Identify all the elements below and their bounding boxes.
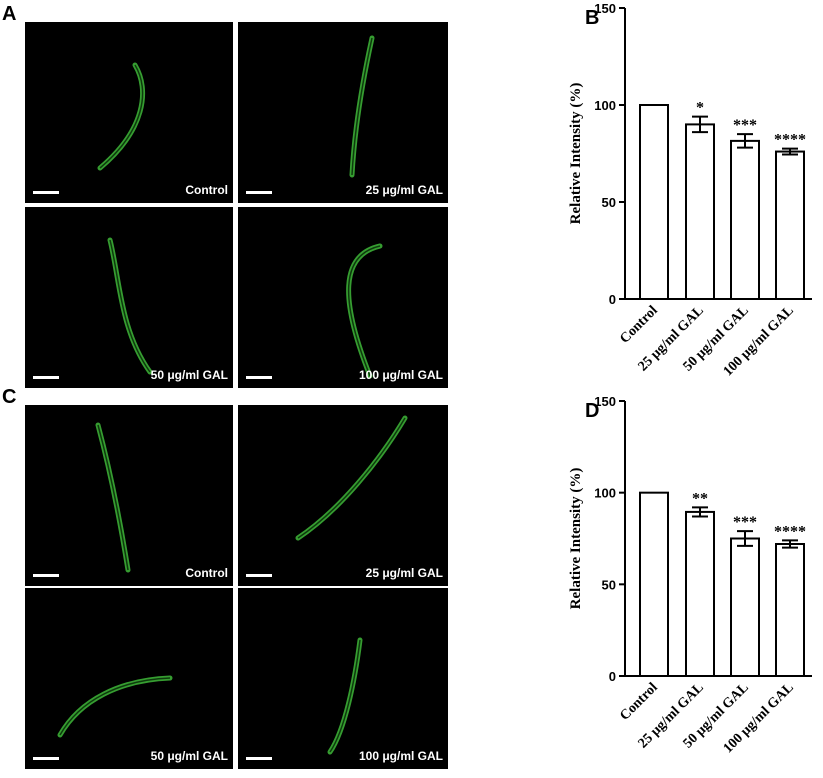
error-bar xyxy=(782,147,798,156)
bar xyxy=(730,139,760,300)
bar xyxy=(730,537,760,677)
worm-core xyxy=(59,677,171,736)
error-bar xyxy=(692,506,708,518)
significance: **** xyxy=(774,132,806,149)
scale-bar xyxy=(33,376,59,379)
scale-bar xyxy=(33,191,59,194)
scale-bar xyxy=(246,376,272,379)
y-tick-label: 150 xyxy=(594,394,616,409)
y-tick-label: 0 xyxy=(609,669,616,684)
bar xyxy=(685,510,715,677)
worm-core xyxy=(329,639,361,753)
bar xyxy=(775,543,805,677)
image-caption: 50 μg/ml GAL xyxy=(151,749,228,763)
y-tick-label: 100 xyxy=(594,486,616,501)
panel-label: C xyxy=(2,386,16,408)
image-caption: 25 μg/ml GAL xyxy=(366,566,443,580)
significance: ** xyxy=(692,490,708,507)
image-caption: 100 μg/ml GAL xyxy=(359,749,443,763)
worm-core xyxy=(297,417,406,539)
bar xyxy=(685,123,715,301)
worm-core xyxy=(347,245,381,377)
x-tick-label: Control xyxy=(617,303,661,347)
micrograph xyxy=(238,588,448,769)
micrograph xyxy=(238,207,448,388)
image-caption: 50 μg/ml GAL xyxy=(151,368,228,382)
significance: *** xyxy=(733,514,757,531)
image-caption: Control xyxy=(185,183,228,197)
scale-bar xyxy=(33,574,59,577)
scale-bar xyxy=(246,191,272,194)
significance: **** xyxy=(774,523,806,540)
significance: * xyxy=(696,100,704,117)
y-axis-label: Relative Intensity (%) xyxy=(568,83,584,225)
micrograph xyxy=(25,22,233,203)
worm-core xyxy=(99,64,144,169)
micrograph xyxy=(238,405,448,586)
scale-bar xyxy=(33,757,59,760)
panel-label: A xyxy=(2,3,16,25)
y-tick-label: 50 xyxy=(602,577,616,592)
micrograph xyxy=(25,588,233,769)
image-caption: 25 μg/ml GAL xyxy=(366,183,443,197)
bar xyxy=(775,150,805,300)
bar xyxy=(639,491,669,677)
panel-label: B xyxy=(585,7,599,29)
y-tick-label: 50 xyxy=(602,195,616,210)
micrograph xyxy=(238,22,448,203)
image-caption: 100 μg/ml GAL xyxy=(359,368,443,382)
error-bar xyxy=(737,530,753,547)
y-axis-label: Relative Intensity (%) xyxy=(568,468,584,610)
micrograph xyxy=(25,405,233,586)
worm-core xyxy=(351,37,373,176)
significance: *** xyxy=(733,117,757,134)
error-bar xyxy=(692,115,708,134)
y-tick-label: 150 xyxy=(594,1,616,16)
worm-core xyxy=(97,424,129,571)
x-tick-label: Control xyxy=(617,680,661,724)
worm-core xyxy=(109,239,151,373)
scale-bar xyxy=(246,757,272,760)
y-tick-label: 100 xyxy=(594,98,616,113)
image-caption: Control xyxy=(185,566,228,580)
scale-bar xyxy=(246,574,272,577)
panel-label: D xyxy=(585,400,599,422)
error-bar xyxy=(782,539,798,549)
micrograph xyxy=(25,207,233,388)
error-bar xyxy=(737,133,753,149)
bar xyxy=(639,104,669,300)
y-tick-label: 0 xyxy=(609,292,616,307)
